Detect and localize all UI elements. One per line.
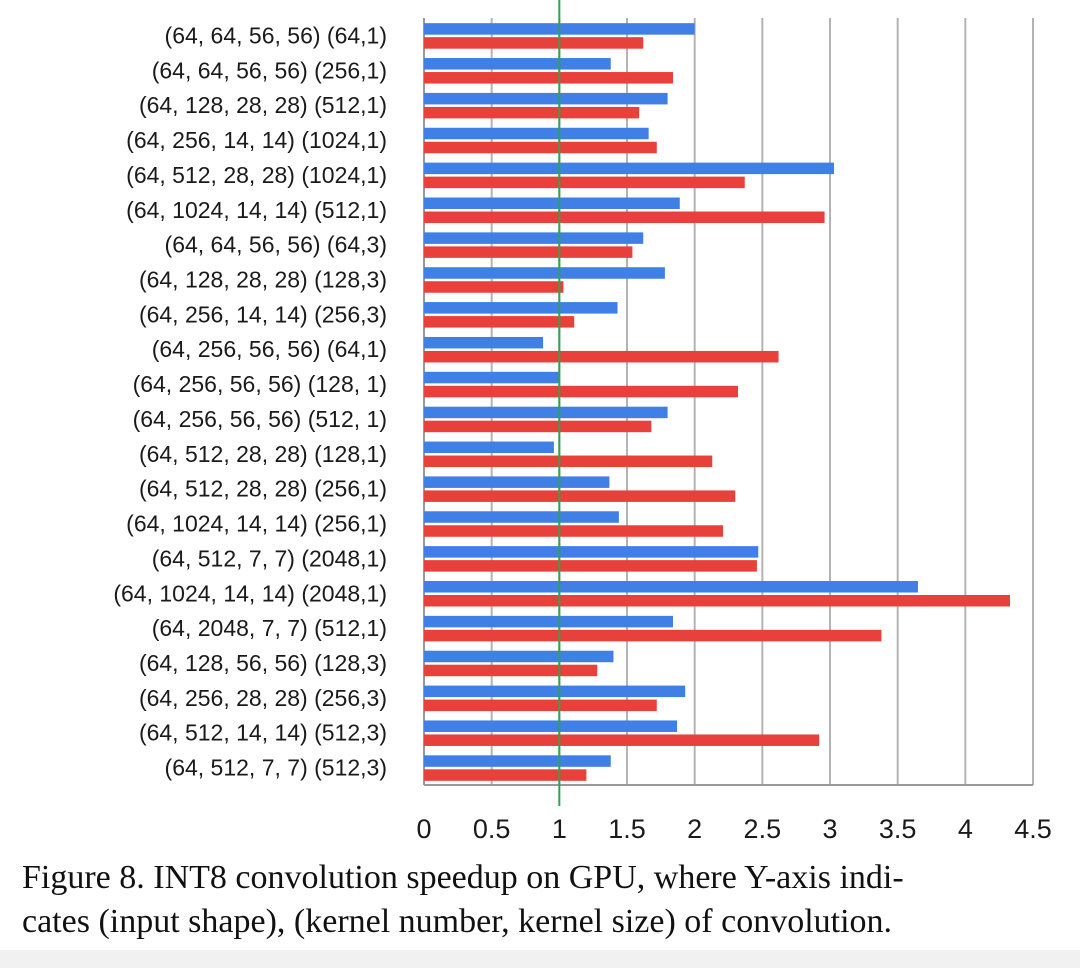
bar-series-1 (424, 615, 674, 628)
bar-series-2 (424, 595, 1010, 607)
bar-series-1 (424, 92, 668, 105)
bar-series-2 (424, 525, 724, 537)
bar-series-2 (424, 316, 575, 328)
bar-series-2 (424, 211, 825, 223)
bar-chart: (64, 64, 56, 56) (64,1) (64, 64, 56, 56) … (113, 0, 1052, 844)
bar-series-2 (424, 769, 587, 781)
category-label: (64, 128, 28, 28) (512,1) (139, 92, 387, 118)
category-label: (64, 512, 14, 14) (512,3) (139, 720, 387, 746)
bottom-shade (0, 950, 1080, 968)
x-tick-label: 1.5 (608, 814, 646, 844)
bar-series-1 (424, 58, 611, 70)
category-labels: (64, 64, 56, 56) (64,1) (64, 64, 56, 56) … (113, 22, 387, 780)
bar-series-1 (424, 197, 680, 209)
bar-series-1 (424, 476, 610, 488)
bar-series-1 (424, 755, 611, 767)
bar-series-1 (424, 371, 560, 384)
category-label: (64, 128, 28, 28) (128,3) (139, 266, 387, 292)
category-label: (64, 256, 14, 14) (1024,1) (126, 127, 387, 153)
x-tick-label: 2 (687, 814, 702, 844)
x-tick-labels: 0 0.5 1 1.5 2 2.5 3 3.5 4 4.5 (416, 814, 1051, 844)
bar-series-2 (424, 699, 657, 712)
category-label: (64, 1024, 14, 14) (256,1) (126, 511, 387, 537)
bar-series-1 (424, 720, 678, 732)
category-label: (64, 256, 14, 14) (256,3) (139, 301, 387, 327)
bar-series-2 (424, 141, 657, 154)
bar-series-2 (424, 350, 779, 363)
category-label: (64, 512, 28, 28) (1024,1) (126, 162, 387, 188)
bar-series-1 (424, 336, 544, 349)
category-label: (64, 2048, 7, 7) (512,1) (152, 615, 387, 641)
bar-series-1 (424, 685, 686, 698)
bar-series-2 (424, 664, 598, 677)
x-tick-label: 3.5 (879, 814, 917, 844)
category-label: (64, 64, 56, 56) (64,3) (165, 232, 387, 258)
bar-series-1 (424, 127, 649, 140)
bars (424, 23, 1010, 781)
figure-caption: Figure 8. INT8 convolution speedup on GP… (22, 856, 1072, 944)
bar-series-1 (424, 511, 619, 523)
bar-series-2 (424, 106, 640, 119)
bar-series-2 (424, 37, 644, 49)
bar-series-2 (424, 560, 757, 572)
caption-line-1: Figure 8. INT8 convolution speedup on GP… (22, 859, 904, 896)
bar-series-1 (424, 232, 644, 244)
bar-series-2 (424, 385, 738, 398)
bar-series-2 (424, 176, 745, 189)
x-tick-label: 2.5 (744, 814, 782, 844)
x-tick-label: 0.5 (473, 814, 511, 844)
caption-line-2: cates (input shape), (kernel number, ker… (22, 903, 893, 940)
bar-series-2 (424, 246, 633, 258)
x-tick-label: 4 (958, 814, 973, 844)
category-label: (64, 1024, 14, 14) (512,1) (126, 197, 387, 223)
bar-series-2 (424, 629, 882, 642)
category-label: (64, 512, 7, 7) (512,3) (165, 755, 387, 781)
x-tick-label: 3 (822, 814, 837, 844)
bar-series-2 (424, 490, 736, 502)
category-label: (64, 256, 56, 56) (128, 1) (133, 371, 387, 397)
bar-series-2 (424, 72, 674, 84)
x-tick-label: 4.5 (1014, 814, 1052, 844)
category-label: (64, 64, 56, 56) (256,1) (152, 57, 387, 83)
category-label: (64, 512, 28, 28) (128,1) (139, 441, 387, 467)
bar-series-1 (424, 546, 759, 558)
bar-series-1 (424, 302, 618, 314)
category-label: (64, 512, 28, 28) (256,1) (139, 476, 387, 502)
x-tick-label: 1 (552, 814, 567, 844)
bar-series-1 (424, 650, 614, 663)
category-label: (64, 256, 56, 56) (512, 1) (133, 406, 387, 432)
category-label: (64, 512, 7, 7) (2048,1) (152, 545, 387, 571)
bar-series-1 (424, 267, 665, 279)
bar-series-2 (424, 734, 820, 746)
bar-series-1 (424, 581, 918, 593)
bar-series-2 (424, 420, 652, 433)
bar-series-2 (424, 455, 713, 468)
category-label: (64, 256, 56, 56) (64,1) (152, 336, 387, 362)
category-label: (64, 1024, 14, 14) (2048,1) (113, 580, 387, 606)
bar-series-1 (424, 441, 554, 454)
category-label: (64, 64, 56, 56) (64,1) (165, 22, 387, 48)
category-label: (64, 256, 28, 28) (256,3) (139, 685, 387, 711)
x-tick-label: 0 (416, 814, 431, 844)
category-label: (64, 128, 56, 56) (128,3) (139, 650, 387, 676)
bar-series-1 (424, 406, 668, 419)
bar-series-2 (424, 281, 564, 293)
bar-series-1 (424, 162, 835, 175)
